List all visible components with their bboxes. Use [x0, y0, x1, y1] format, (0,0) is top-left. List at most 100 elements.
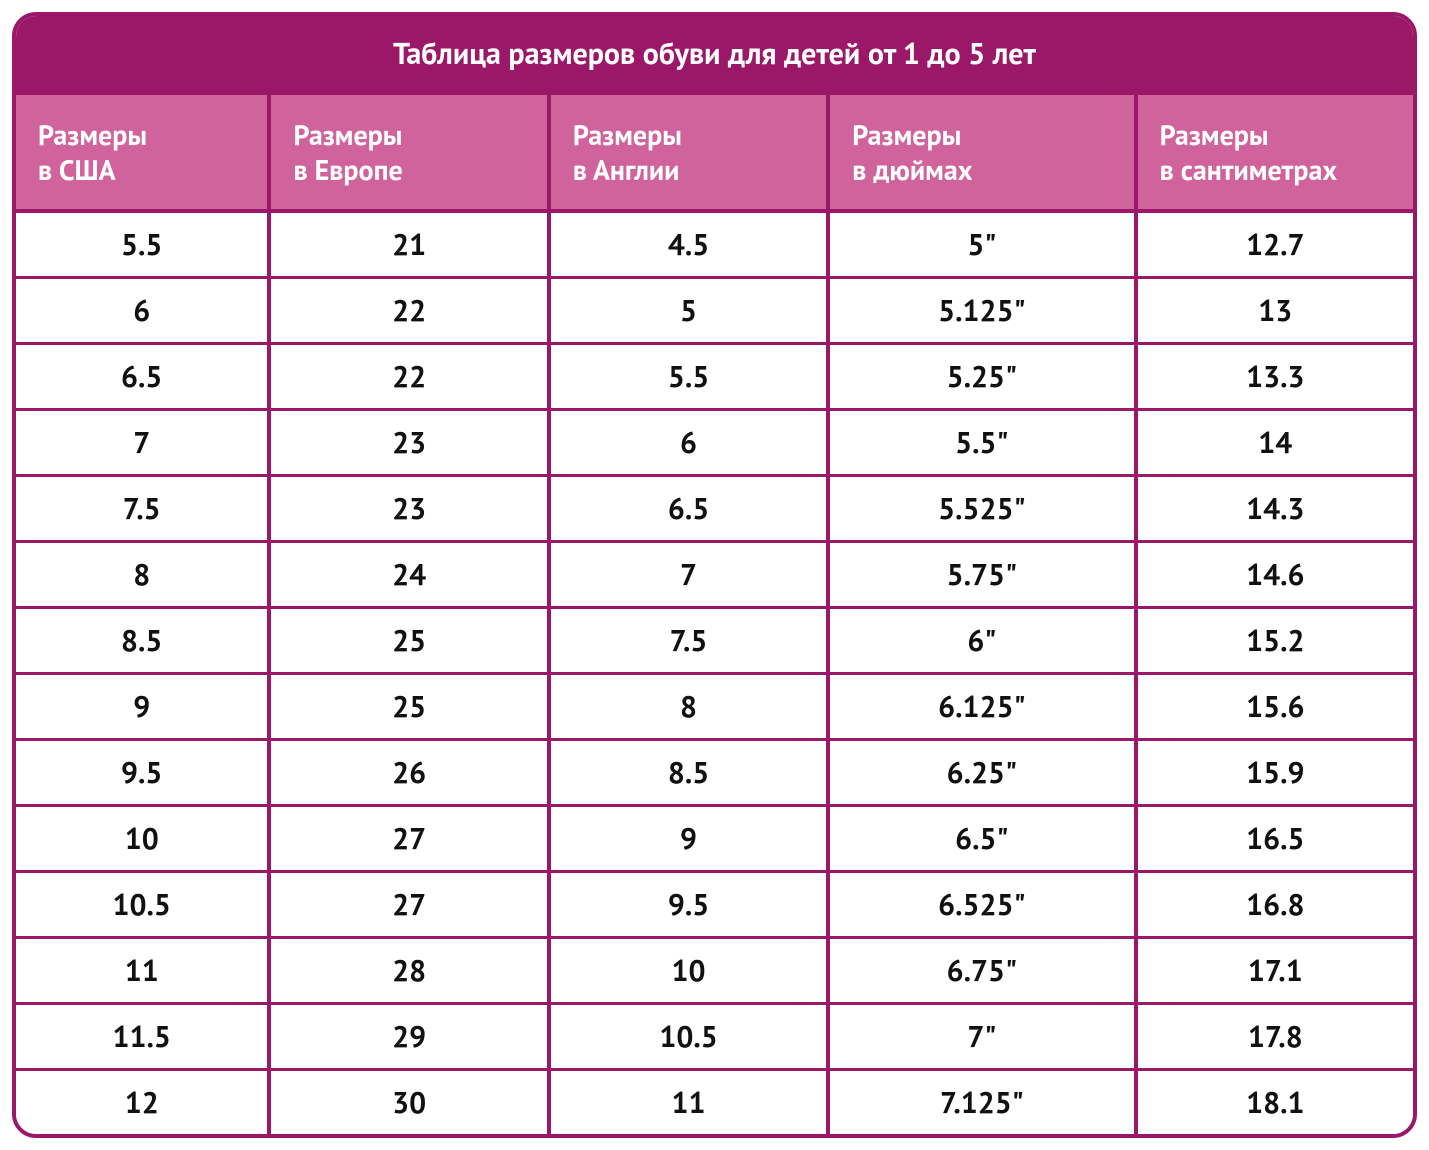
table-cell: 6.5"	[826, 804, 1133, 870]
column-header-line2: в Европе	[293, 151, 402, 188]
size-table-wrapper: Таблица размеров обуви для детей от 1 до…	[12, 12, 1417, 1138]
table-cell: 5.25"	[826, 342, 1133, 408]
size-table: Таблица размеров обуви для детей от 1 до…	[16, 16, 1413, 1134]
table-cell: 17.1	[1134, 936, 1413, 1002]
column-header-3: Размерыв дюймах	[826, 95, 1133, 213]
table-cell: 14.3	[1134, 474, 1413, 540]
table-row: 8.5257.56"15.2	[16, 606, 1413, 672]
table-cell: 10.5	[16, 870, 267, 936]
table-cell: 7"	[826, 1002, 1133, 1068]
table-cell: 10	[16, 804, 267, 870]
table-cell: 5.5	[547, 342, 826, 408]
table-cell: 5.75"	[826, 540, 1133, 606]
column-header-1: Размерыв Европе	[267, 95, 546, 213]
table-cell: 15.2	[1134, 606, 1413, 672]
table-cell: 8	[16, 540, 267, 606]
table-cell: 15.6	[1134, 672, 1413, 738]
table-cell: 14.6	[1134, 540, 1413, 606]
table-cell: 8.5	[547, 738, 826, 804]
column-header-line2: в сантиметрах	[1160, 151, 1338, 188]
table-title: Таблица размеров обуви для детей от 1 до…	[16, 16, 1413, 95]
column-header-line1: Размеры	[852, 116, 961, 153]
column-header-0: Размерыв США	[16, 95, 267, 213]
column-header-line2: в США	[38, 151, 116, 188]
table-cell: 6.125"	[826, 672, 1133, 738]
table-cell: 22	[267, 276, 546, 342]
column-header-4: Размерыв сантиметрах	[1134, 95, 1413, 213]
table-cell: 25	[267, 606, 546, 672]
column-header-line1: Размеры	[38, 116, 147, 153]
table-row: 62255.125"13	[16, 276, 1413, 342]
table-row: 5.5214.55"12.7	[16, 213, 1413, 276]
table-cell: 13.3	[1134, 342, 1413, 408]
table-cell: 16.8	[1134, 870, 1413, 936]
table-cell: 9.5	[16, 738, 267, 804]
table-cell: 6.5	[547, 474, 826, 540]
table-cell: 23	[267, 408, 546, 474]
table-row: 11.52910.57"17.8	[16, 1002, 1413, 1068]
table-cell: 24	[267, 540, 546, 606]
table-cell: 29	[267, 1002, 546, 1068]
table-cell: 13	[1134, 276, 1413, 342]
table-cell: 8.5	[16, 606, 267, 672]
table-cell: 14	[1134, 408, 1413, 474]
table-cell: 5.5"	[826, 408, 1133, 474]
table-body: 5.5214.55"12.762255.125"136.5225.55.25"1…	[16, 213, 1413, 1134]
table-cell: 30	[267, 1068, 546, 1134]
table-header-row: Размерыв СШАРазмерыв ЕвропеРазмерыв Англ…	[16, 95, 1413, 213]
table-row: 10.5279.56.525"16.8	[16, 870, 1413, 936]
column-header-line2: в Англии	[573, 151, 680, 188]
table-cell: 10.5	[547, 1002, 826, 1068]
table-cell: 7	[16, 408, 267, 474]
table-cell: 25	[267, 672, 546, 738]
table-cell: 4.5	[547, 213, 826, 276]
table-cell: 10	[547, 936, 826, 1002]
column-header-line1: Размеры	[573, 116, 682, 153]
table-cell: 6.75"	[826, 936, 1133, 1002]
table-row: 72365.5"14	[16, 408, 1413, 474]
table-cell: 5.525"	[826, 474, 1133, 540]
table-row: 1128106.75"17.1	[16, 936, 1413, 1002]
table-row: 9.5268.56.25"15.9	[16, 738, 1413, 804]
table-cell: 11	[16, 936, 267, 1002]
table-row: 92586.125"15.6	[16, 672, 1413, 738]
column-header-2: Размерыв Англии	[547, 95, 826, 213]
table-cell: 9	[547, 804, 826, 870]
table-row: 6.5225.55.25"13.3	[16, 342, 1413, 408]
table-cell: 18.1	[1134, 1068, 1413, 1134]
table-cell: 7.125"	[826, 1068, 1133, 1134]
table-cell: 27	[267, 804, 546, 870]
table-cell: 6	[16, 276, 267, 342]
table-cell: 5	[547, 276, 826, 342]
table-cell: 11.5	[16, 1002, 267, 1068]
table-row: 102796.5"16.5	[16, 804, 1413, 870]
table-cell: 12	[16, 1068, 267, 1134]
table-cell: 7.5	[16, 474, 267, 540]
table-cell: 15.9	[1134, 738, 1413, 804]
table-cell: 28	[267, 936, 546, 1002]
table-cell: 21	[267, 213, 546, 276]
table-cell: 6.5	[16, 342, 267, 408]
column-header-line1: Размеры	[1160, 116, 1269, 153]
table-row: 7.5236.55.525"14.3	[16, 474, 1413, 540]
table-cell: 6"	[826, 606, 1133, 672]
table-row: 1230117.125"18.1	[16, 1068, 1413, 1134]
column-header-line1: Размеры	[293, 116, 402, 153]
table-cell: 12.7	[1134, 213, 1413, 276]
table-cell: 6	[547, 408, 826, 474]
table-cell: 5.125"	[826, 276, 1133, 342]
table-cell: 26	[267, 738, 546, 804]
table-cell: 5"	[826, 213, 1133, 276]
table-cell: 16.5	[1134, 804, 1413, 870]
table-cell: 8	[547, 672, 826, 738]
table-cell: 23	[267, 474, 546, 540]
table-cell: 17.8	[1134, 1002, 1413, 1068]
table-cell: 6.525"	[826, 870, 1133, 936]
table-cell: 11	[547, 1068, 826, 1134]
table-cell: 9	[16, 672, 267, 738]
table-cell: 5.5	[16, 213, 267, 276]
table-cell: 7	[547, 540, 826, 606]
table-cell: 7.5	[547, 606, 826, 672]
table-cell: 6.25"	[826, 738, 1133, 804]
table-row: 82475.75"14.6	[16, 540, 1413, 606]
